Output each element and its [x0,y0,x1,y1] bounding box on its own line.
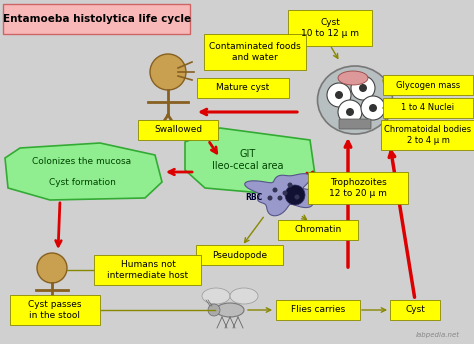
Polygon shape [5,143,162,200]
Circle shape [346,108,354,116]
Circle shape [285,185,305,205]
FancyBboxPatch shape [381,120,474,150]
Circle shape [335,91,343,99]
Text: Humans not
intermediate host: Humans not intermediate host [108,260,189,280]
FancyBboxPatch shape [94,255,201,285]
Text: Chromatin: Chromatin [294,226,342,235]
FancyBboxPatch shape [383,75,473,95]
FancyBboxPatch shape [276,300,360,320]
Text: Glycogen mass: Glycogen mass [396,80,460,89]
FancyBboxPatch shape [390,300,440,320]
Text: Flies carries: Flies carries [291,305,345,314]
Circle shape [150,54,186,90]
Polygon shape [185,128,315,195]
FancyBboxPatch shape [278,220,358,240]
Text: Pseudopode: Pseudopode [212,250,267,259]
Circle shape [277,195,283,201]
Text: Cyst passes
in the stool: Cyst passes in the stool [28,300,82,320]
Circle shape [294,194,300,200]
Circle shape [37,253,67,283]
FancyBboxPatch shape [197,245,283,265]
Text: Colonizes the mucosa

Cyst formation: Colonizes the mucosa Cyst formation [32,157,132,187]
FancyBboxPatch shape [138,120,218,140]
Text: labpedia.net: labpedia.net [416,332,460,338]
Circle shape [267,195,273,201]
Text: Contaminated foods
and water: Contaminated foods and water [209,42,301,62]
FancyBboxPatch shape [204,34,306,70]
Text: 1 to 4 Nuclei: 1 to 4 Nuclei [401,104,455,112]
FancyBboxPatch shape [308,172,408,204]
FancyBboxPatch shape [197,78,289,98]
Ellipse shape [338,71,368,85]
FancyBboxPatch shape [3,4,190,34]
FancyBboxPatch shape [383,98,473,118]
Circle shape [288,183,292,187]
Circle shape [208,304,220,316]
Text: Chromatoidal bodies
2 to 4 μ m: Chromatoidal bodies 2 to 4 μ m [384,125,472,145]
Circle shape [361,96,385,120]
Text: Swallowed: Swallowed [154,126,202,135]
Text: Cyst
10 to 12 μ m: Cyst 10 to 12 μ m [301,18,359,38]
Circle shape [273,187,277,193]
FancyBboxPatch shape [339,119,371,129]
Ellipse shape [202,288,230,304]
Text: Trophozoites
12 to 20 μ m: Trophozoites 12 to 20 μ m [329,178,387,198]
Circle shape [338,100,362,124]
Circle shape [369,104,377,112]
Ellipse shape [318,66,392,134]
Polygon shape [245,174,323,216]
Circle shape [359,84,367,92]
Circle shape [351,76,375,100]
FancyBboxPatch shape [10,295,100,325]
Circle shape [327,83,351,107]
Text: RBC: RBC [246,193,263,202]
Text: Cyst: Cyst [405,305,425,314]
Text: Entamoeba histolytica life cycle: Entamoeba histolytica life cycle [3,14,191,24]
Text: GIT
Ileo-cecal area: GIT Ileo-cecal area [212,149,284,171]
Ellipse shape [216,303,244,317]
Ellipse shape [230,288,258,304]
FancyBboxPatch shape [288,10,372,46]
Circle shape [283,191,288,195]
Text: Mature cyst: Mature cyst [216,84,270,93]
